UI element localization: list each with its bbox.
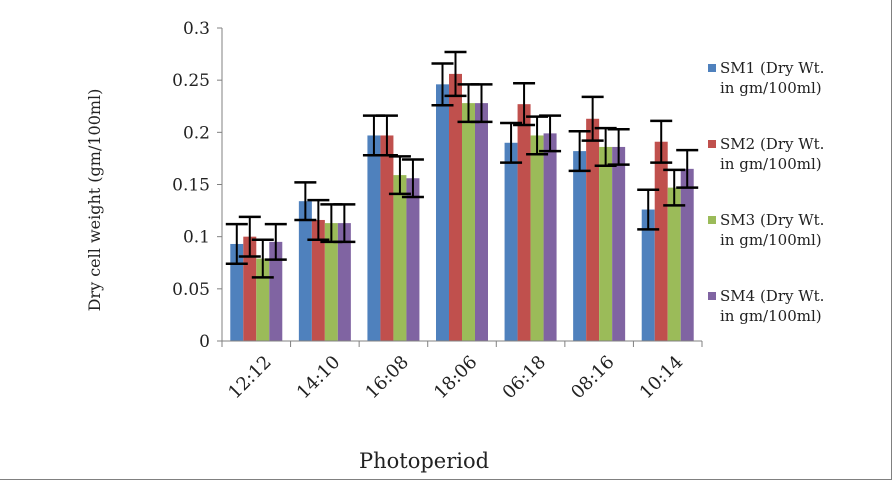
bar (586, 118, 600, 342)
bar (230, 243, 244, 341)
bar (543, 133, 557, 341)
bar (599, 146, 613, 341)
x-tick-label: 08:16 (567, 352, 619, 404)
bar (530, 135, 544, 341)
bar (667, 187, 681, 341)
x-axis-labels: 12:12 14:10 16:08 18:06 06:18 08:16 10:14 (224, 352, 687, 404)
bar (337, 223, 351, 341)
legend-label: SM2 (Dry Wt. in gm/100ml) (720, 135, 824, 173)
error-bars (225, 50, 699, 279)
legend-label: SM1 (Dry Wt. in gm/100ml) (720, 59, 824, 97)
bar (393, 175, 407, 341)
y-axis-ticks: 0 0.05 0.1 0.15 0.2 0.25 0.3 (172, 19, 222, 352)
bar (256, 258, 270, 341)
bar (367, 135, 381, 341)
x-tick-label: 14:10 (293, 352, 345, 404)
legend: SM1 (Dry Wt. in gm/100ml) SM2 (Dry Wt. in g… (708, 59, 824, 325)
y-tick-label: 0.3 (183, 19, 210, 39)
x-tick-label: 16:08 (361, 352, 413, 404)
bars (230, 73, 694, 342)
axes (221, 28, 703, 347)
bar (406, 178, 420, 341)
bar (311, 219, 325, 341)
bar (324, 223, 338, 341)
y-tick-label: 0.2 (183, 123, 210, 143)
bar (436, 84, 449, 341)
bar (380, 135, 394, 341)
y-tick-label: 0.15 (172, 176, 210, 196)
x-tick-label: 12:12 (224, 352, 276, 404)
y-tick-label: 0.1 (183, 228, 210, 248)
bar (612, 146, 626, 341)
x-tick-label: 18:06 (430, 352, 482, 404)
y-tick-label: 0 (199, 332, 210, 352)
legend-swatch (708, 140, 716, 148)
x-tick-label: 10:14 (636, 352, 688, 404)
legend-label: SM3 (Dry Wt. in gm/100ml) (720, 211, 824, 249)
y-tick-label: 0.05 (172, 280, 210, 300)
bar (298, 201, 312, 341)
x-tick-label: 06:18 (499, 352, 551, 404)
legend-label: SM4 (Dry Wt. in gm/100ml) (720, 287, 824, 325)
legend-swatch (708, 216, 716, 224)
y-axis-title-group: Dry cell weight (gm/100ml) (85, 89, 104, 312)
bar (641, 209, 655, 341)
legend-swatch (708, 292, 716, 300)
bar (517, 104, 531, 341)
bar (573, 151, 587, 341)
x-axis-title: Photoperiod (359, 449, 489, 473)
legend-swatch (708, 64, 716, 72)
bar (475, 103, 488, 342)
bar (680, 168, 694, 341)
bar (462, 103, 475, 342)
bar (654, 141, 668, 341)
bar (504, 142, 518, 341)
y-axis-title: Dry cell weight (gm/100ml) (85, 89, 104, 312)
bar (269, 241, 283, 341)
bar (449, 73, 462, 341)
y-tick-label: 0.25 (172, 71, 210, 91)
